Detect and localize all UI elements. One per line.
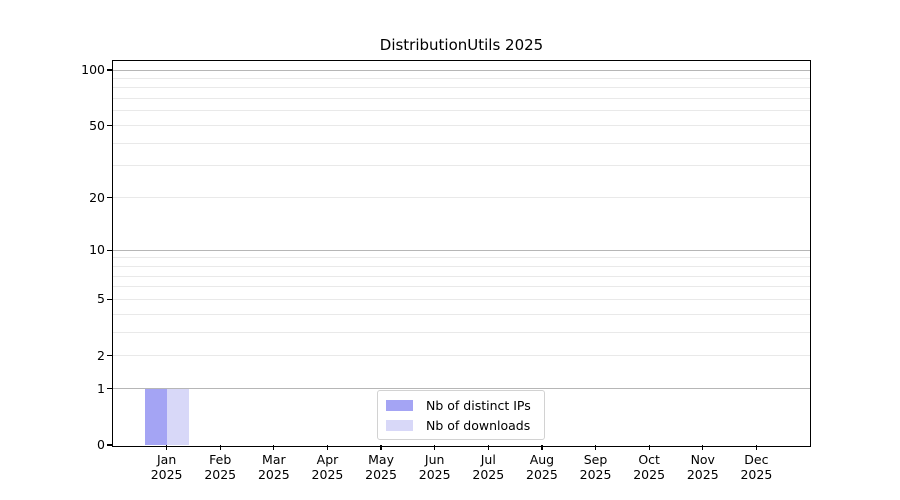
x-tick-month: May	[368, 452, 394, 467]
x-tick-year: 2025	[633, 467, 666, 482]
x-tick-month: Sep	[583, 452, 608, 467]
x-tick-month: Jul	[480, 452, 496, 467]
x-tick-year: 2025	[150, 467, 183, 482]
x-tick-label: Feb 2025	[192, 452, 248, 482]
x-tick-month: Aug	[529, 452, 555, 467]
y-tick-mark	[107, 249, 112, 251]
x-tick-mark	[755, 445, 758, 450]
x-tick-mark	[326, 445, 329, 450]
x-tick-month: Nov	[690, 452, 715, 467]
minor-gridline	[113, 125, 810, 127]
y-tick-label: 2	[97, 347, 105, 363]
legend-row: Nb of downloads	[386, 416, 536, 434]
x-tick-mark	[487, 445, 489, 450]
minor-gridline	[113, 313, 810, 315]
y-tick-label: 5	[97, 291, 105, 307]
x-tick-label: May 2025	[353, 452, 409, 482]
x-tick-label: Apr 2025	[299, 452, 355, 482]
x-tick-label: Jan 2025	[139, 452, 195, 482]
chart-title: DistributionUtils 2025	[379, 36, 544, 54]
x-tick-year: 2025	[311, 467, 344, 482]
x-tick-month: Jun	[424, 452, 445, 467]
minor-gridline	[113, 265, 810, 267]
x-tick-year: 2025	[740, 467, 773, 482]
y-tick-label: 20	[89, 189, 105, 205]
minor-gridline	[113, 257, 810, 259]
minor-gridline	[113, 298, 810, 300]
x-tick-year: 2025	[418, 467, 451, 482]
major-gridline	[113, 249, 810, 251]
legend-swatch	[386, 419, 413, 431]
x-tick-mark	[434, 445, 436, 450]
legend: Nb of distinct IPs Nb of downloads	[377, 390, 545, 440]
y-tick-mark	[107, 69, 112, 71]
bar-nb-of-downloads	[166, 388, 189, 445]
x-tick-year: 2025	[257, 467, 290, 482]
minor-gridline	[113, 286, 810, 288]
x-tick-year: 2025	[579, 467, 612, 482]
minor-gridline	[113, 87, 810, 89]
y-tick-mark	[107, 196, 112, 199]
legend-swatch	[386, 399, 413, 411]
x-tick-label: Aug 2025	[514, 452, 570, 482]
x-tick-label: Sep 2025	[568, 452, 624, 482]
x-tick-label: Jul 2025	[460, 452, 516, 482]
minor-gridline	[113, 275, 810, 277]
y-tick-mark	[107, 388, 112, 390]
x-tick-mark	[541, 445, 543, 450]
minor-gridline	[113, 165, 810, 167]
legend-label: Nb of downloads	[426, 417, 531, 433]
x-tick-label: Jun 2025	[407, 452, 463, 482]
x-tick-label: Nov 2025	[675, 452, 731, 482]
x-tick-year: 2025	[526, 467, 558, 482]
plot-area	[112, 60, 811, 447]
minor-gridline	[113, 77, 810, 79]
bar-nb-of-distinct-ips	[144, 388, 167, 445]
legend-label: Nb of distinct IPs	[426, 397, 531, 413]
y-tick-mark	[107, 124, 112, 127]
x-tick-year: 2025	[686, 467, 719, 482]
y-tick-label: 100	[81, 62, 105, 77]
legend-row: Nb of distinct IPs	[386, 396, 536, 414]
x-tick-year: 2025	[472, 467, 505, 482]
minor-gridline	[113, 355, 810, 357]
x-tick-label: Dec 2025	[728, 452, 784, 482]
minor-gridline	[113, 331, 810, 333]
x-tick-year: 2025	[204, 467, 237, 482]
x-tick-label: Oct 2025	[621, 452, 677, 482]
x-tick-month: Mar	[262, 452, 286, 467]
x-tick-month: Jan	[156, 452, 177, 467]
x-tick-month: Dec	[744, 452, 769, 467]
x-tick-mark	[702, 445, 704, 450]
x-tick-mark	[273, 445, 275, 450]
x-tick-mark	[380, 445, 382, 450]
y-tick-mark	[107, 298, 112, 301]
major-gridline	[113, 69, 810, 71]
minor-gridline	[113, 110, 810, 112]
x-tick-mark	[165, 445, 168, 450]
x-tick-label: Mar 2025	[246, 452, 302, 482]
y-tick-mark	[107, 355, 112, 357]
x-tick-mark	[594, 445, 597, 450]
y-tick-label: 0	[97, 437, 105, 452]
x-tick-month: Oct	[638, 452, 660, 467]
minor-gridline	[113, 142, 810, 144]
minor-gridline	[113, 98, 810, 100]
y-tick-mark	[107, 444, 112, 446]
major-gridline	[113, 388, 810, 390]
y-tick-label: 1	[97, 380, 105, 396]
minor-gridline	[113, 197, 810, 199]
x-tick-year: 2025	[365, 467, 397, 482]
x-tick-mark	[219, 445, 221, 450]
x-tick-month: Feb	[209, 452, 232, 467]
y-tick-label: 50	[89, 117, 105, 133]
y-tick-label: 10	[89, 242, 105, 258]
x-tick-mark	[648, 445, 650, 450]
x-tick-month: Apr	[316, 452, 339, 467]
